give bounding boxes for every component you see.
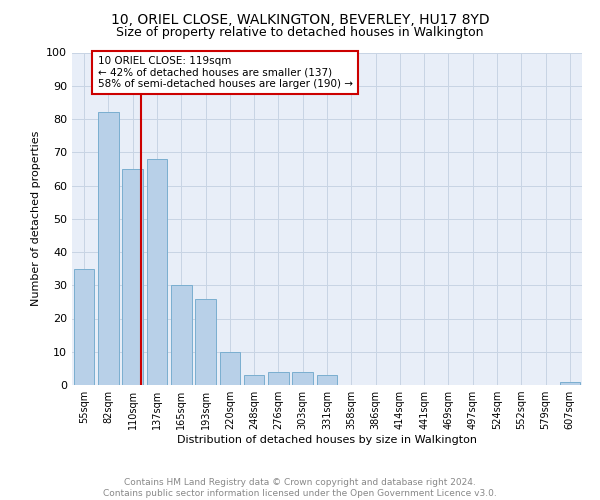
Bar [560, 382, 580, 385]
Bar [195, 298, 216, 385]
Bar [268, 372, 289, 385]
Y-axis label: Number of detached properties: Number of detached properties [31, 131, 41, 306]
Bar [292, 372, 313, 385]
Text: Size of property relative to detached houses in Walkington: Size of property relative to detached ho… [116, 26, 484, 39]
Text: 10, ORIEL CLOSE, WALKINGTON, BEVERLEY, HU17 8YD: 10, ORIEL CLOSE, WALKINGTON, BEVERLEY, H… [110, 12, 490, 26]
Bar [317, 375, 337, 385]
Bar [220, 352, 240, 385]
Text: 10 ORIEL CLOSE: 119sqm
← 42% of detached houses are smaller (137)
58% of semi-de: 10 ORIEL CLOSE: 119sqm ← 42% of detached… [97, 56, 353, 89]
Bar [74, 268, 94, 385]
Bar [171, 285, 191, 385]
Bar [244, 375, 265, 385]
X-axis label: Distribution of detached houses by size in Walkington: Distribution of detached houses by size … [177, 435, 477, 445]
Bar [122, 169, 143, 385]
Bar [98, 112, 119, 385]
Bar [146, 159, 167, 385]
Text: Contains HM Land Registry data © Crown copyright and database right 2024.
Contai: Contains HM Land Registry data © Crown c… [103, 478, 497, 498]
